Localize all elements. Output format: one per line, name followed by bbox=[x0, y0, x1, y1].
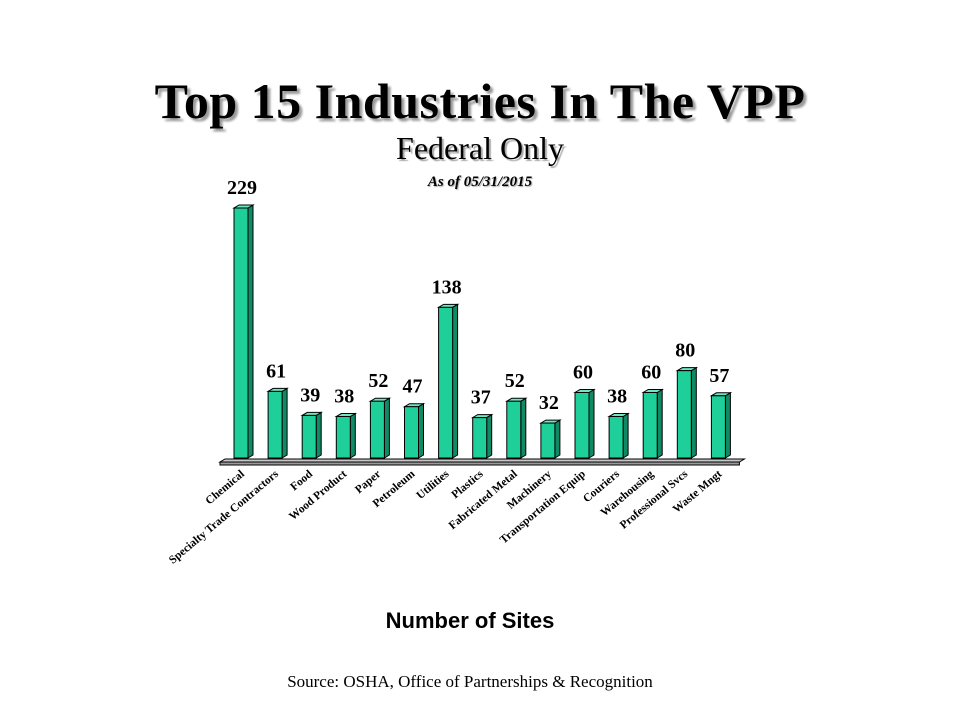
value-label: 37 bbox=[471, 387, 491, 409]
value-label: 47 bbox=[403, 376, 423, 398]
value-label: 38 bbox=[334, 386, 354, 408]
bar bbox=[607, 412, 630, 459]
x-axis-title: Number of Sites bbox=[385, 608, 555, 633]
bar-front bbox=[267, 390, 283, 459]
bar bbox=[675, 366, 699, 459]
bar-front bbox=[710, 395, 726, 459]
bar-side bbox=[588, 388, 595, 459]
value-label: 39 bbox=[300, 384, 320, 406]
bar-side bbox=[690, 366, 697, 459]
chart-floor bbox=[218, 458, 747, 466]
bar bbox=[641, 388, 665, 459]
bar-front bbox=[608, 416, 624, 459]
value-label: 52 bbox=[505, 370, 525, 392]
value-label: 80 bbox=[675, 340, 695, 362]
bar-front bbox=[369, 400, 385, 459]
chart-subtitle: Federal Only bbox=[396, 130, 564, 166]
bar-side bbox=[281, 387, 288, 459]
bar-front bbox=[301, 414, 317, 459]
bar bbox=[368, 397, 392, 459]
value-labels-group: 229 61 39 38 52 47 138 37 52 32 60 38 60 80 57 bbox=[227, 177, 729, 414]
bar-front bbox=[404, 406, 419, 459]
bar bbox=[266, 387, 289, 459]
bar bbox=[709, 391, 733, 459]
bar-front bbox=[676, 370, 692, 459]
bar bbox=[539, 419, 562, 459]
bar-side bbox=[315, 411, 322, 459]
bar bbox=[334, 412, 358, 459]
bar-side bbox=[452, 303, 459, 459]
bar-side bbox=[418, 402, 424, 459]
bar bbox=[232, 204, 255, 459]
value-label: 32 bbox=[539, 392, 559, 414]
bar-front bbox=[540, 422, 556, 459]
bar-front bbox=[574, 391, 590, 459]
bar-side bbox=[656, 388, 663, 459]
bar-front bbox=[438, 306, 454, 459]
bar-front bbox=[233, 207, 249, 459]
category-label: Utilities bbox=[414, 468, 451, 502]
bar bbox=[300, 411, 324, 459]
bar-side bbox=[349, 412, 356, 459]
category-label: Food bbox=[288, 468, 315, 494]
bar bbox=[402, 402, 426, 459]
value-label: 60 bbox=[641, 361, 661, 383]
source-note: Source: OSHA, Office of Partnerships & R… bbox=[287, 672, 653, 691]
bar bbox=[504, 397, 528, 459]
value-label: 52 bbox=[368, 370, 388, 392]
bar-side bbox=[724, 391, 731, 459]
value-label: 138 bbox=[432, 276, 462, 298]
bar-side bbox=[486, 413, 493, 459]
bar-front bbox=[642, 391, 658, 459]
bar-front bbox=[506, 400, 522, 459]
chart-title: Top 15 Industries In The VPP bbox=[154, 73, 806, 129]
bar bbox=[573, 388, 596, 459]
bars-group bbox=[232, 204, 733, 459]
bar-side bbox=[247, 204, 254, 459]
bar-side bbox=[554, 419, 561, 459]
bar-side bbox=[622, 412, 629, 459]
value-label: 38 bbox=[607, 386, 627, 408]
bar-front bbox=[472, 417, 488, 459]
value-label: 57 bbox=[709, 365, 729, 387]
bar-side bbox=[383, 397, 390, 459]
value-label: 61 bbox=[266, 360, 286, 382]
value-label: 229 bbox=[227, 177, 257, 199]
as-of-date: As of 05/31/2015 bbox=[427, 174, 533, 190]
category-label: Paper bbox=[353, 468, 383, 496]
bar-side bbox=[520, 397, 527, 459]
bar-front bbox=[335, 416, 351, 459]
value-label: 60 bbox=[573, 361, 593, 383]
floor-edge bbox=[219, 461, 740, 466]
bar bbox=[436, 303, 460, 459]
bar bbox=[470, 413, 494, 459]
